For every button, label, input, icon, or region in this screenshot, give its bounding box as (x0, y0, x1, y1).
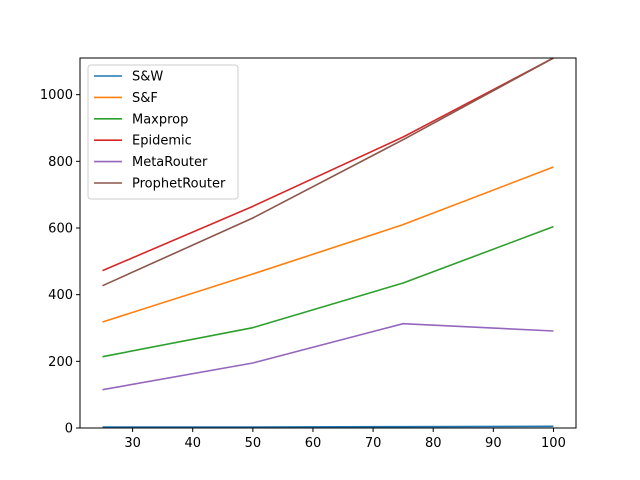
x-tick-label: 60 (305, 436, 322, 451)
legend-label: MetaRouter (132, 155, 208, 170)
x-tick-label: 50 (245, 436, 262, 451)
legend-label: Epidemic (132, 134, 192, 149)
axes-frame (79, 57, 577, 429)
x-tick-label: 30 (124, 436, 141, 451)
x-tick-label: 100 (541, 436, 566, 451)
y-axis: 0 200 400 600 800 1000 (40, 88, 80, 437)
legend-label: ProphetRouter (132, 177, 226, 192)
legend-label: Maxprop (132, 112, 188, 127)
plot-lines (102, 57, 554, 428)
y-tick-label: 800 (48, 155, 73, 170)
y-tick-label: 400 (48, 288, 73, 303)
series-line (102, 57, 554, 272)
x-tick-label: 40 (184, 436, 201, 451)
legend: S&W S&F Maxprop Epidemic MetaRouter ProphetRo… (87, 64, 239, 200)
legend-label: S&F (132, 91, 158, 106)
legend-label: S&W (132, 70, 163, 85)
y-tick-label: 200 (48, 355, 73, 370)
legend-box (87, 64, 239, 200)
x-tick-label: 90 (485, 436, 502, 451)
series-line (102, 225, 554, 358)
y-tick-label: 600 (48, 222, 73, 237)
x-axis: 30 40 50 60 70 80 90 100 (124, 428, 566, 451)
series-line (102, 322, 554, 391)
series-line (102, 425, 554, 428)
series-line (102, 166, 554, 323)
series-line (102, 57, 554, 287)
y-tick-label: 0 (65, 422, 73, 437)
x-tick-label: 70 (365, 436, 382, 451)
y-tick-label: 1000 (40, 88, 73, 103)
x-tick-label: 80 (425, 436, 442, 451)
